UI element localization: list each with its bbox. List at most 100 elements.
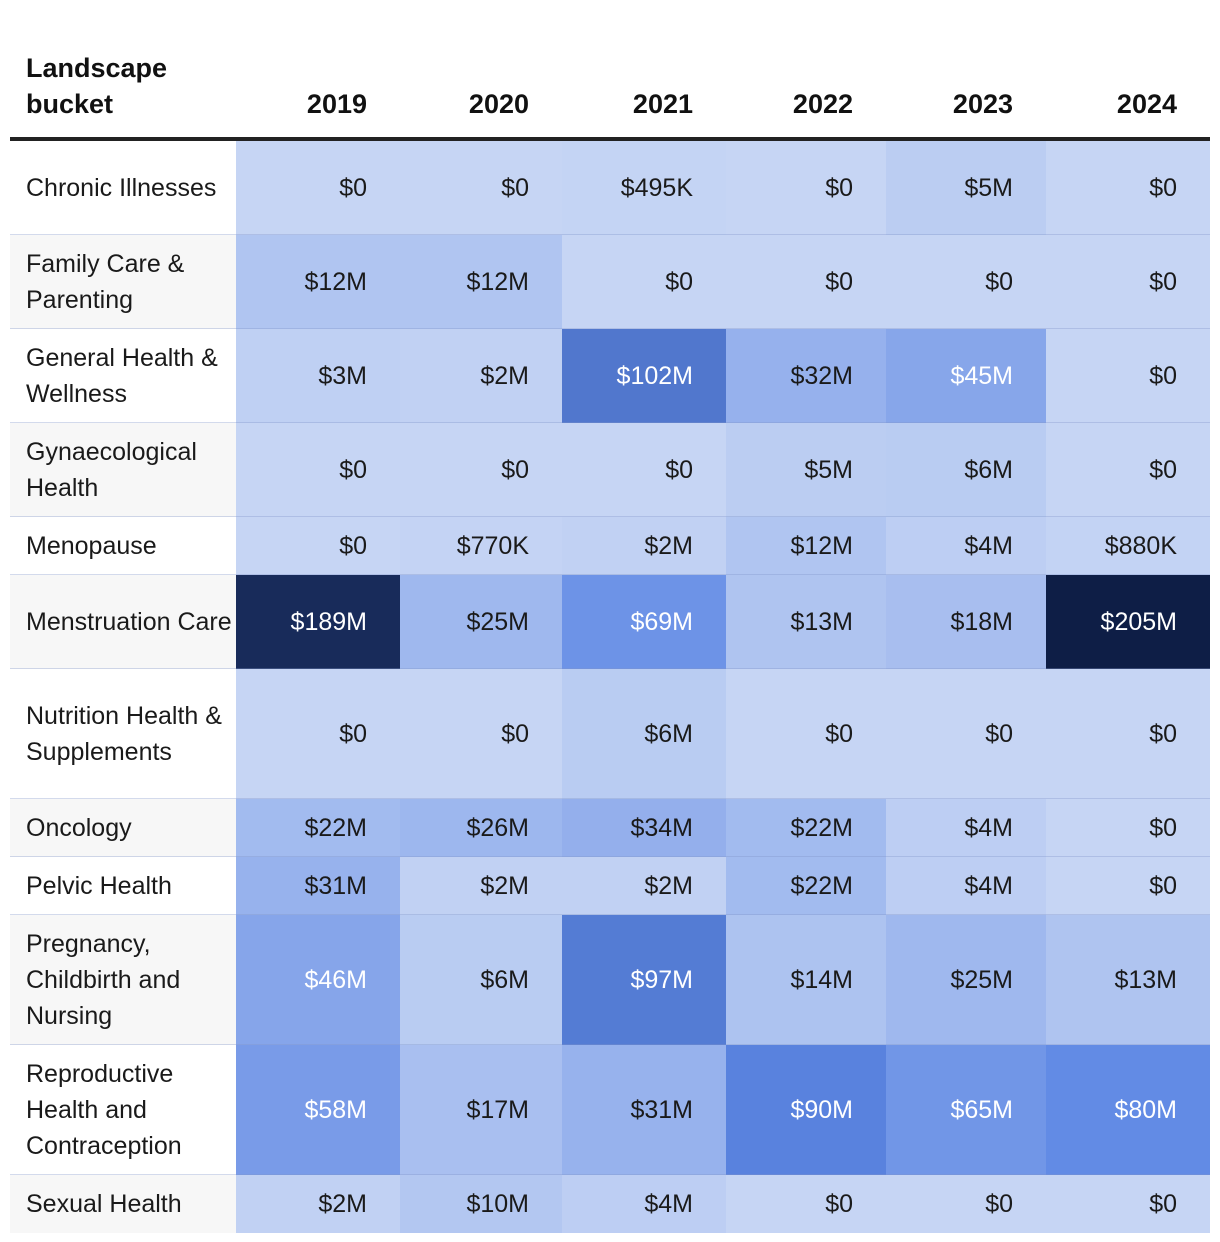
row-label: Menopause	[10, 517, 236, 575]
year-header-2022: 2022	[792, 89, 853, 119]
heatmap-cell: $46M	[236, 915, 400, 1045]
heatmap-cell: $0	[726, 141, 886, 235]
heatmap-cell: $0	[886, 235, 1046, 329]
heatmap-cell: $10M	[400, 1175, 562, 1233]
heatmap-cell: $4M	[886, 517, 1046, 575]
heatmap-cell: $6M	[886, 423, 1046, 517]
heatmap-cell: $0	[400, 141, 562, 235]
heatmap-cell: $880K	[1046, 517, 1210, 575]
table-row: Menstruation Care $189M $25M $69M $13M $18M $2…	[10, 575, 1210, 669]
heatmap-cell: $14M	[726, 915, 886, 1045]
heatmap-cell: $12M	[400, 235, 562, 329]
heatmap-cell: $65M	[886, 1045, 1046, 1175]
heatmap-cell: $97M	[562, 915, 726, 1045]
heatmap-cell: $22M	[236, 799, 400, 857]
heatmap-cell: $45M	[886, 329, 1046, 423]
heatmap-cell: $0	[886, 1175, 1046, 1233]
year-header-2021: 2021	[632, 89, 693, 119]
heatmap-cell: $0	[400, 669, 562, 799]
heatmap-cell: $25M	[400, 575, 562, 669]
heatmap-cell: $25M	[886, 915, 1046, 1045]
row-label: Family Care & Parenting	[10, 235, 236, 329]
table-row: Oncology $22M $26M $34M $22M $4M $0	[10, 799, 1210, 857]
heatmap-cell: $0	[236, 423, 400, 517]
year-header-2020: 2020	[468, 89, 529, 119]
row-label: Menstruation Care	[10, 575, 236, 669]
heatmap-cell: $22M	[726, 799, 886, 857]
heatmap-cell: $3M	[236, 329, 400, 423]
row-label: Chronic Illnesses	[10, 141, 236, 235]
heatmap-cell: $4M	[886, 799, 1046, 857]
table-row: Pelvic Health $31M $2M $2M $22M $4M $0	[10, 857, 1210, 915]
heatmap-cell: $26M	[400, 799, 562, 857]
heatmap-cell: $0	[1046, 1175, 1210, 1233]
heatmap-cell: $6M	[562, 669, 726, 799]
heatmap-cell: $0	[1046, 857, 1210, 915]
heatmap-cell: $2M	[236, 1175, 400, 1233]
heatmap-cell: $0	[236, 141, 400, 235]
row-label: General Health & Wellness	[10, 329, 236, 423]
table-row: Nutrition Health & Supplements $0 $0 $6M $0 $…	[10, 669, 1210, 799]
heatmap-cell: $0	[1046, 329, 1210, 423]
heatmap-cell: $17M	[400, 1045, 562, 1175]
heatmap-cell: $32M	[726, 329, 886, 423]
heatmap-cell: $31M	[562, 1045, 726, 1175]
heatmap-cell: $0	[726, 235, 886, 329]
row-label: Pregnancy, Childbirth and Nursing	[10, 915, 236, 1045]
heatmap-cell: $5M	[886, 141, 1046, 235]
heatmap-cell: $80M	[1046, 1045, 1210, 1175]
heatmap-cell: $4M	[562, 1175, 726, 1233]
heatmap-cell: $102M	[562, 329, 726, 423]
table-row: General Health & Wellness $3M $2M $102M $32M…	[10, 329, 1210, 423]
heatmap-cell: $4M	[886, 857, 1046, 915]
table-row: Chronic Illnesses $0 $0 $495K $0 $5M $0	[10, 141, 1210, 235]
header-rule	[10, 137, 1210, 141]
year-header-2024: 2024	[1116, 89, 1177, 119]
heatmap-cell: $34M	[562, 799, 726, 857]
year-header-2019: 2019	[306, 89, 367, 119]
table-row: Menopause $0 $770K $2M $12M $4M $880K	[10, 517, 1210, 575]
table-row: Family Care & Parenting $12M $12M $0 $0 $0 $0	[10, 235, 1210, 329]
heatmap-cell: $0	[1046, 235, 1210, 329]
table-row: Sexual Health $2M $10M $4M $0 $0 $0	[10, 1175, 1210, 1233]
table-row: Gynaecological Health $0 $0 $0 $5M $6M $0	[10, 423, 1210, 517]
heatmap-cell: $2M	[562, 857, 726, 915]
row-label: Sexual Health	[10, 1175, 236, 1233]
heatmap-cell: $5M	[726, 423, 886, 517]
year-header-2023: 2023	[952, 89, 1013, 119]
heatmap-cell: $770K	[400, 517, 562, 575]
table-row: Reproductive Health and Contraception $58…	[10, 1045, 1210, 1175]
heatmap-cell: $2M	[400, 857, 562, 915]
heatmap-cell: $90M	[726, 1045, 886, 1175]
heatmap-cell: $2M	[562, 517, 726, 575]
heatmap-cell: $205M	[1046, 575, 1210, 669]
heatmap-cell: $0	[1046, 799, 1210, 857]
heatmap-cell: $6M	[400, 915, 562, 1045]
heatmap-cell: $18M	[886, 575, 1046, 669]
row-header: Landscape bucket	[26, 53, 168, 119]
heatmap-cell: $31M	[236, 857, 400, 915]
heatmap-cell: $13M	[1046, 915, 1210, 1045]
heatmap-cell: $13M	[726, 575, 886, 669]
heatmap-cell: $0	[1046, 141, 1210, 235]
heatmap-cell: $0	[726, 1175, 886, 1233]
heatmap-cell: $12M	[236, 235, 400, 329]
heatmap-cell: $22M	[726, 857, 886, 915]
heatmap-cell: $58M	[236, 1045, 400, 1175]
heatmap-cell: $0	[1046, 669, 1210, 799]
table-row: Pregnancy, Childbirth and Nursing $46M $6M…	[10, 915, 1210, 1045]
heatmap-cell: $0	[562, 235, 726, 329]
heatmap-cell: $0	[400, 423, 562, 517]
heatmap-cell: $0	[1046, 423, 1210, 517]
row-label: Gynaecological Health	[10, 423, 236, 517]
heatmap-cell: $0	[886, 669, 1046, 799]
heatmap-cell: $2M	[400, 329, 562, 423]
heatmap-cell: $0	[726, 669, 886, 799]
row-label: Pelvic Health	[10, 857, 236, 915]
heatmap-cell: $12M	[726, 517, 886, 575]
row-label: Nutrition Health & Supplements	[10, 669, 236, 799]
row-label: Reproductive Health and Contraception	[10, 1045, 236, 1175]
row-label: Oncology	[10, 799, 236, 857]
heatmap-cell: $0	[562, 423, 726, 517]
